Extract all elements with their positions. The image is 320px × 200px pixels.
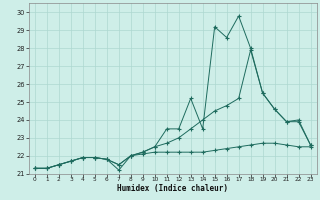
X-axis label: Humidex (Indice chaleur): Humidex (Indice chaleur) [117,184,228,193]
